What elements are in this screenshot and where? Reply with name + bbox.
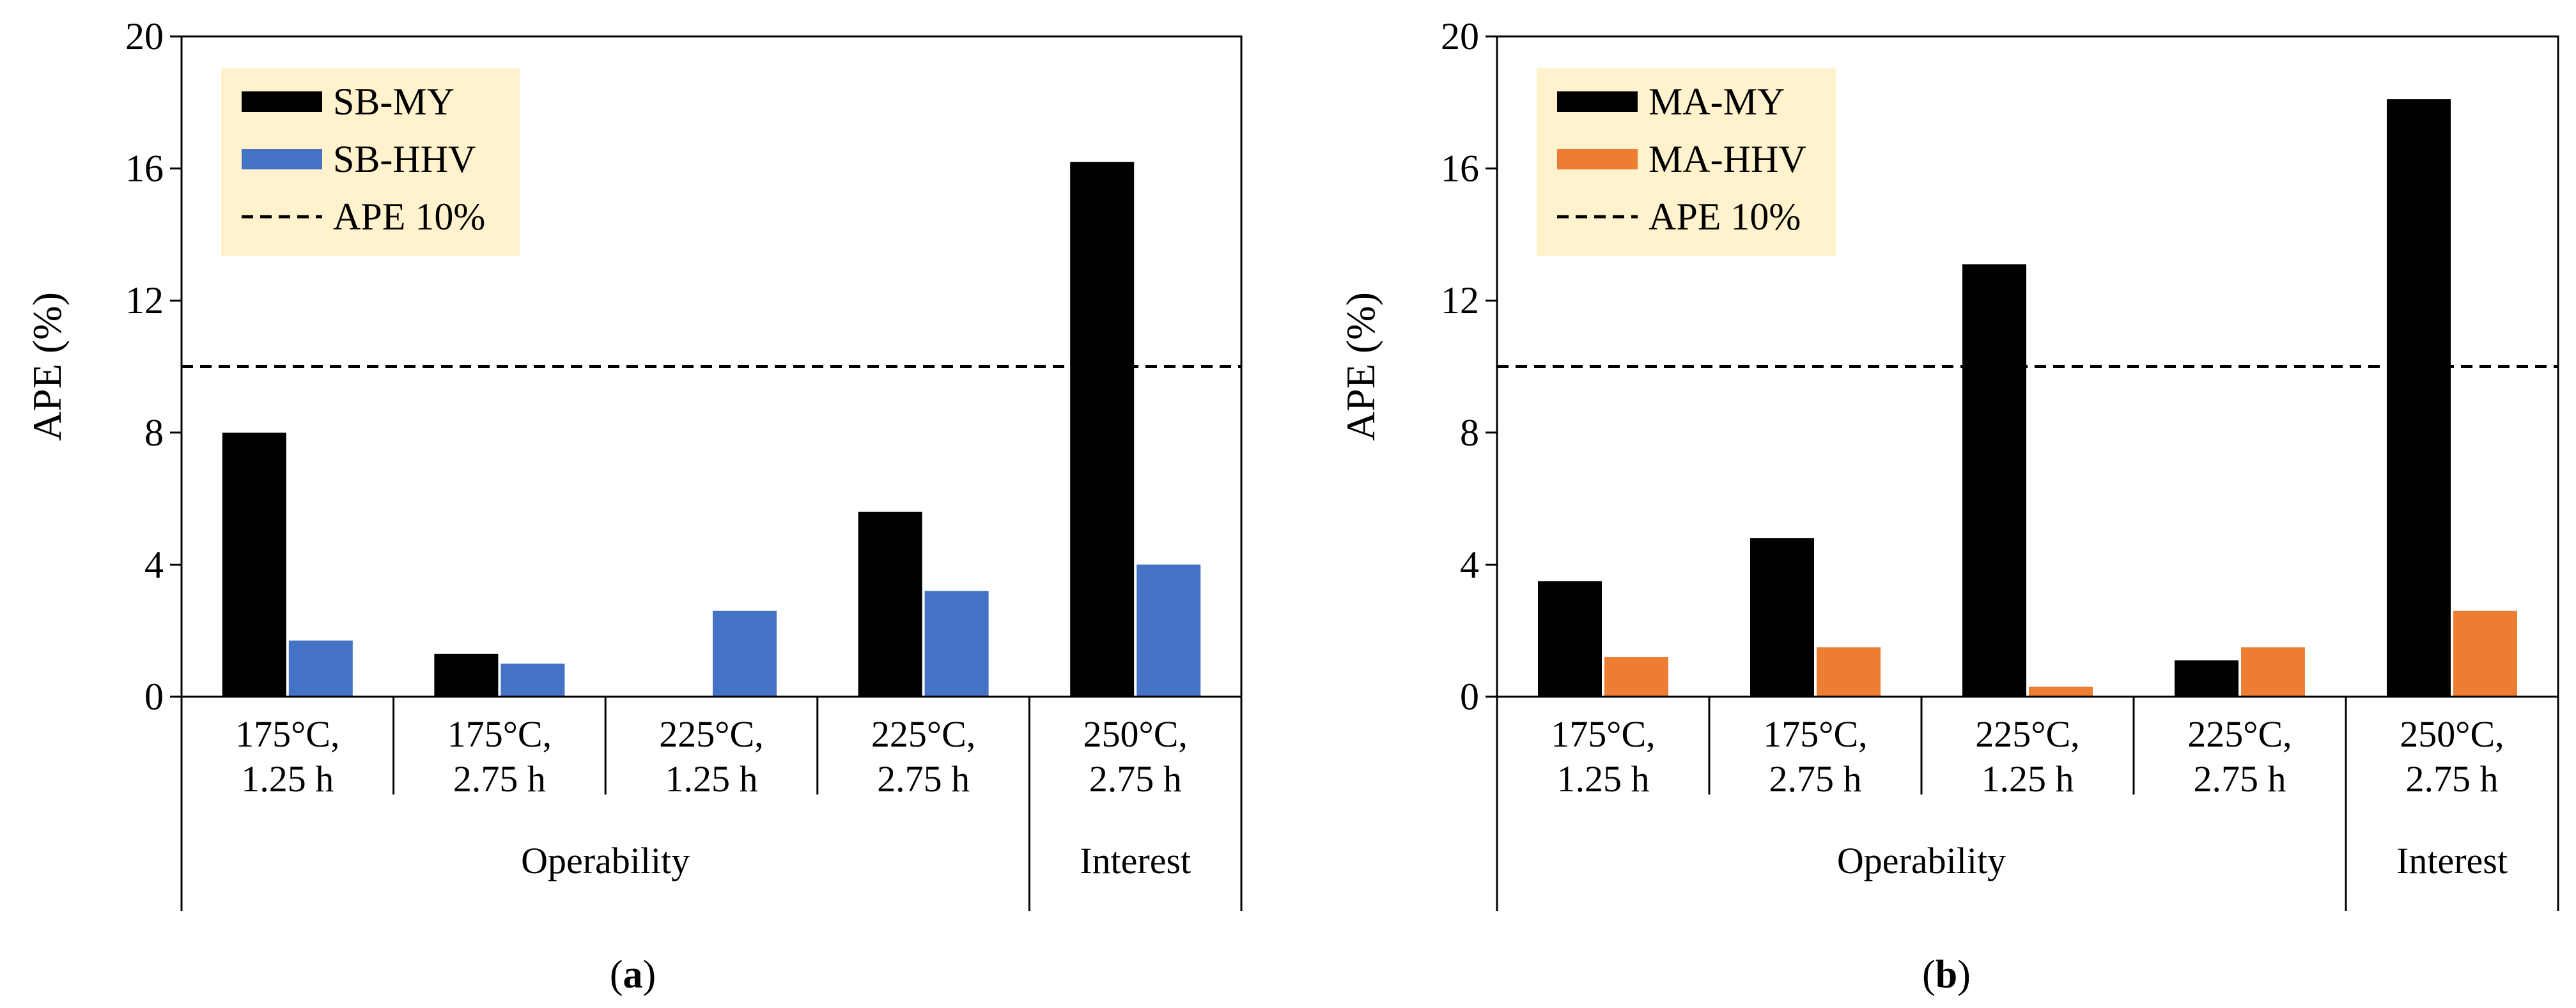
bar-sb-hhv-1 (288, 640, 353, 697)
y-tick-label: 4 (144, 543, 164, 585)
legend-swatch-ma-hhv (1557, 149, 1638, 169)
bar-sb-my-5 (1070, 162, 1135, 697)
bar-ma-my-4 (2175, 660, 2238, 697)
category-label: 1.25 h (1557, 758, 1650, 800)
bar-ma-hhv-2 (1817, 647, 1881, 697)
bar-sb-my-4 (858, 511, 922, 697)
bar-sb-hhv-5 (1137, 564, 1201, 697)
y-tick-label: 8 (1460, 412, 1479, 454)
category-label: 1.25 h (241, 758, 334, 800)
legend-label: SB-HHV (333, 138, 476, 180)
y-tick-label: 4 (1460, 543, 1479, 585)
category-label: 2.75 h (453, 758, 546, 800)
category-label: 1.25 h (665, 758, 758, 800)
y-tick-label: 20 (125, 15, 164, 58)
plot-frame (1496, 35, 2559, 698)
category-label: 225°C, (1975, 713, 2079, 755)
caption-paren-close: ) (643, 953, 656, 996)
bar-sb-my-1 (222, 432, 286, 697)
group-label: Interest (2396, 840, 2508, 881)
category-label: 2.75 h (1769, 758, 1862, 800)
bar-ma-my-5 (2387, 99, 2451, 697)
bar-sb-my-2 (434, 653, 499, 697)
category-label: 1.25 h (1982, 758, 2074, 800)
legend-swatch-sb-my (242, 91, 322, 112)
y-tick-label: 16 (1441, 148, 1479, 190)
y-tick-label: 12 (1441, 279, 1479, 322)
bar-ma-my-2 (1750, 538, 1814, 697)
legend-swatch-ma-my (1557, 91, 1638, 112)
category-label: 2.75 h (877, 758, 970, 800)
legend-label: MA-MY (1649, 81, 1785, 123)
bar-ma-hhv-1 (1604, 657, 1668, 697)
caption-letter: a (623, 953, 643, 996)
legend-label: MA-HHV (1649, 138, 1806, 180)
legend-label: APE 10% (1649, 196, 1801, 238)
category-label: 250°C, (2400, 713, 2504, 755)
group-label: Operability (1837, 840, 2006, 881)
y-tick-label: 20 (1441, 15, 1479, 58)
category-label: 225°C, (871, 713, 975, 755)
y-tick-label: 12 (125, 279, 164, 322)
category-label: 225°C, (2187, 713, 2292, 755)
category-label: 2.75 h (2406, 758, 2499, 800)
bar-sb-hhv-4 (924, 591, 989, 697)
y-tick-label: 8 (144, 412, 164, 454)
caption-letter: b (1936, 953, 1957, 996)
y-tick-label: 0 (144, 676, 164, 718)
bar-sb-hhv-2 (500, 663, 565, 697)
bar-sb-hhv-3 (713, 610, 777, 697)
group-label: Operability (521, 840, 690, 881)
bar-ma-my-3 (1962, 264, 2026, 697)
bar-ma-hhv-3 (2029, 686, 2093, 697)
y-axis-label: APE (%) (24, 292, 70, 441)
y-tick-label: 0 (1460, 676, 1479, 718)
category-label: 2.75 h (1089, 758, 1182, 800)
category-label: 175°C, (235, 713, 339, 755)
category-label: 175°C, (1763, 713, 1867, 755)
panel-caption: (a) (610, 953, 656, 996)
caption-paren-open: ( (610, 953, 623, 996)
bar-ma-hhv-4 (2241, 647, 2305, 697)
bar-ma-hhv-5 (2453, 610, 2517, 697)
legend-swatch-sb-hhv (242, 149, 322, 169)
y-axis-label: APE (%) (1338, 292, 1383, 441)
plot-frame (180, 35, 1243, 698)
category-label: 175°C, (447, 713, 552, 755)
caption-paren-close: ) (1957, 953, 1971, 996)
caption-paren-open: ( (1922, 953, 1936, 996)
group-label: Interest (1080, 840, 1191, 881)
bar-ma-my-1 (1538, 581, 1602, 697)
category-label: 2.75 h (2194, 758, 2286, 800)
y-tick-label: 16 (125, 148, 164, 190)
legend-label: SB-MY (333, 81, 454, 123)
category-label: 175°C, (1551, 713, 1655, 755)
legend-label: APE 10% (333, 196, 485, 238)
category-label: 250°C, (1083, 713, 1188, 755)
category-label: 225°C, (659, 713, 763, 755)
panel-caption: (b) (1922, 953, 1971, 996)
